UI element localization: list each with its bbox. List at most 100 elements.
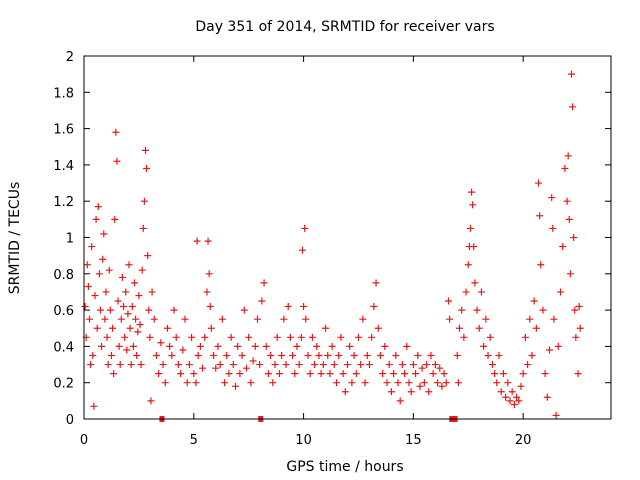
data-point bbox=[107, 351, 115, 359]
data-point bbox=[210, 351, 218, 359]
data-point bbox=[385, 361, 393, 369]
data-point bbox=[111, 215, 119, 223]
data-point bbox=[434, 379, 442, 387]
data-point bbox=[370, 302, 378, 310]
data-point bbox=[116, 361, 124, 369]
data-point bbox=[306, 370, 314, 378]
data-point bbox=[260, 279, 268, 287]
data-point bbox=[564, 152, 572, 160]
data-point bbox=[473, 306, 481, 314]
data-point bbox=[183, 379, 191, 387]
data-point bbox=[125, 261, 133, 269]
data-point bbox=[212, 364, 220, 372]
data-point bbox=[502, 393, 510, 401]
data-point bbox=[354, 333, 362, 341]
data-point bbox=[313, 342, 321, 350]
data-point bbox=[102, 288, 110, 296]
data-point bbox=[304, 351, 312, 359]
data-point bbox=[106, 306, 114, 314]
data-point bbox=[565, 215, 573, 223]
data-point bbox=[543, 393, 551, 401]
data-point bbox=[405, 379, 413, 387]
data-point bbox=[128, 302, 136, 310]
data-point bbox=[394, 379, 402, 387]
data-point bbox=[328, 342, 336, 350]
data-point bbox=[258, 297, 266, 305]
data-point bbox=[117, 315, 125, 323]
data-point bbox=[571, 306, 579, 314]
data-point bbox=[566, 270, 574, 278]
data-point bbox=[453, 351, 461, 359]
data-point bbox=[513, 393, 521, 401]
data-point bbox=[572, 333, 580, 341]
data-point bbox=[357, 361, 365, 369]
data-point bbox=[121, 333, 129, 341]
data-point bbox=[455, 324, 463, 332]
data-point bbox=[425, 388, 433, 396]
y-tick-label: 0.6 bbox=[53, 304, 74, 319]
data-point bbox=[115, 342, 123, 350]
data-point bbox=[401, 370, 409, 378]
data-point bbox=[236, 370, 244, 378]
data-point bbox=[569, 103, 577, 111]
data-point bbox=[193, 237, 201, 245]
data-point bbox=[330, 361, 338, 369]
data-point bbox=[398, 361, 406, 369]
data-point bbox=[110, 370, 118, 378]
data-point bbox=[196, 342, 204, 350]
data-point bbox=[238, 351, 246, 359]
data-point bbox=[532, 324, 540, 332]
data-point bbox=[412, 370, 420, 378]
data-point bbox=[94, 203, 102, 211]
data-point bbox=[273, 333, 281, 341]
data-point bbox=[256, 361, 264, 369]
data-point bbox=[168, 351, 176, 359]
data-point bbox=[392, 351, 400, 359]
x-axis: 0 5 10 15 20 bbox=[80, 56, 531, 448]
data-point bbox=[194, 351, 202, 359]
data-point bbox=[559, 243, 567, 251]
data-point bbox=[172, 333, 180, 341]
x-tick-label: 15 bbox=[405, 433, 422, 448]
y-tick-label: 0.8 bbox=[53, 268, 74, 283]
data-point bbox=[126, 324, 134, 332]
data-point bbox=[341, 388, 349, 396]
data-point bbox=[298, 246, 306, 254]
data-point bbox=[482, 315, 490, 323]
data-point bbox=[315, 351, 323, 359]
data-point bbox=[134, 328, 142, 336]
data-point bbox=[216, 361, 224, 369]
data-point bbox=[157, 339, 165, 347]
data-point bbox=[206, 302, 214, 310]
plot-area bbox=[81, 70, 584, 422]
data-point bbox=[337, 333, 345, 341]
data-point bbox=[227, 333, 235, 341]
data-point bbox=[365, 361, 373, 369]
data-point bbox=[344, 361, 351, 369]
data-point bbox=[528, 351, 536, 359]
data-point bbox=[549, 224, 557, 232]
data-point bbox=[218, 315, 226, 323]
data-point bbox=[460, 333, 468, 341]
y-tick-label: 1 bbox=[66, 232, 74, 247]
data-point bbox=[537, 261, 545, 269]
data-point bbox=[85, 315, 93, 323]
data-point bbox=[99, 255, 107, 263]
data-point bbox=[98, 342, 106, 350]
data-point bbox=[326, 370, 334, 378]
data-point bbox=[118, 273, 126, 281]
data-point bbox=[170, 306, 178, 314]
data-point bbox=[548, 194, 556, 202]
data-point bbox=[339, 370, 347, 378]
data-point bbox=[112, 128, 120, 136]
data-point bbox=[148, 288, 156, 296]
data-point bbox=[264, 370, 272, 378]
data-point bbox=[486, 333, 494, 341]
data-point bbox=[530, 297, 538, 305]
data-point bbox=[466, 224, 474, 232]
data-point bbox=[179, 346, 187, 354]
data-point bbox=[139, 224, 147, 232]
data-point bbox=[174, 361, 182, 369]
data-point bbox=[302, 315, 310, 323]
